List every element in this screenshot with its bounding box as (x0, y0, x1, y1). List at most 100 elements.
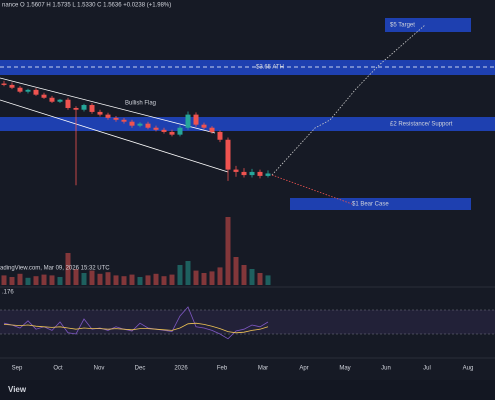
candle-body (65, 99, 71, 108)
volume-bar (113, 275, 119, 285)
volume-bar (25, 277, 31, 285)
candle-body (129, 121, 135, 126)
volume-bar (97, 273, 103, 285)
volume-bar (129, 274, 135, 285)
x-tick-label: Sep (12, 366, 23, 372)
volume-bar (225, 217, 231, 285)
candle-body (161, 129, 167, 132)
candle-body (137, 123, 143, 126)
volume-bar (161, 276, 167, 285)
resistance-label: £2 Resistance/ Support (390, 122, 453, 128)
candle-body (57, 99, 63, 102)
bear-projection (271, 174, 353, 205)
channel-bottom (0, 99, 229, 173)
volume-bar (41, 274, 47, 285)
candle-body (257, 171, 263, 176)
candle-body (33, 89, 39, 95)
volume-bar (65, 253, 71, 285)
candle-body (121, 119, 127, 122)
x-tick-label: Feb (217, 366, 228, 372)
volume-bar (57, 277, 63, 285)
candle-body (169, 131, 175, 135)
rsi-line (3, 322, 269, 334)
x-tick-label: Apr (299, 366, 308, 372)
volume-bar (185, 261, 191, 285)
quote: nance O 1.5607 H 1.5735 L 1.5330 C 1.563… (2, 3, 171, 9)
candle-body (1, 83, 7, 85)
candle-body (225, 139, 231, 170)
candle-body (9, 84, 15, 88)
volume-bar (81, 273, 87, 285)
rsi-line (3, 306, 269, 340)
candle-body (217, 131, 223, 140)
volume-bar (9, 277, 15, 285)
candle-body (81, 105, 87, 110)
candle-body (185, 114, 191, 128)
volume-bar (193, 270, 199, 285)
candle-body (265, 173, 271, 176)
volume-bar (145, 275, 151, 285)
candle-body (97, 111, 103, 115)
candle-body (17, 87, 23, 92)
candle-body (241, 171, 247, 176)
x-tick-label: Aug (463, 366, 474, 372)
volume-bar (89, 270, 95, 285)
candle-body (41, 94, 47, 98)
volume-bar (257, 273, 263, 285)
x-tick-label: May (339, 366, 350, 372)
target-box (385, 18, 471, 32)
candle-body (177, 127, 183, 135)
volume-bar (153, 273, 159, 285)
candle-body (249, 171, 255, 176)
candle-body (89, 105, 95, 112)
candle-body (233, 169, 239, 172)
volume-bar (233, 257, 239, 285)
volume-bar (105, 272, 111, 285)
time-axis (0, 358, 495, 378)
bear-box (290, 198, 471, 210)
flag-label: Bullish Flag (125, 101, 156, 107)
volume-bar (217, 267, 223, 285)
volume-bar (17, 273, 23, 285)
x-tick-label: Mar (258, 366, 268, 372)
volume-bar (201, 273, 207, 285)
x-tick-label: Jun (381, 366, 391, 372)
volume-bar (73, 269, 79, 285)
target-label: $5 Target (390, 23, 415, 29)
x-tick-label: Dec (135, 366, 146, 372)
x-tick-label: Oct (53, 366, 63, 372)
candle-body (105, 114, 111, 118)
candle-body (25, 89, 31, 92)
volume-bar (137, 277, 143, 285)
volume-bar (209, 271, 215, 285)
volume-bar (121, 276, 127, 285)
bear-label: $1 Bear Case (352, 202, 389, 208)
x-tick-label: Nov (94, 366, 105, 372)
candle-body (49, 97, 55, 102)
rsi-label: .176 (2, 290, 14, 296)
x-tick-label: Jul (423, 366, 431, 372)
x-tick-label: 2026 (174, 366, 188, 372)
publisher: adingView.com, Mar 09, 2026 15:32 UTC (0, 266, 110, 272)
ath-label: $3.65 ATH (256, 65, 284, 71)
candle-body (153, 127, 159, 130)
candle-body (201, 124, 207, 128)
candle-body (209, 127, 215, 132)
ath-box (0, 60, 495, 75)
volume-bar (33, 276, 39, 285)
volume-bar (265, 275, 271, 285)
candle-body (73, 107, 79, 110)
volume-bar (241, 265, 247, 285)
volume-bar (49, 275, 55, 285)
volume-bar (177, 265, 183, 285)
channel-top (0, 77, 216, 134)
candle-body (193, 114, 199, 125)
volume-bar (249, 269, 255, 285)
bull-projection (271, 24, 426, 176)
volume-bar (169, 274, 175, 285)
footer (0, 380, 495, 400)
candle-body (145, 123, 151, 128)
candle-body (113, 117, 119, 120)
rsi-band (0, 310, 495, 334)
